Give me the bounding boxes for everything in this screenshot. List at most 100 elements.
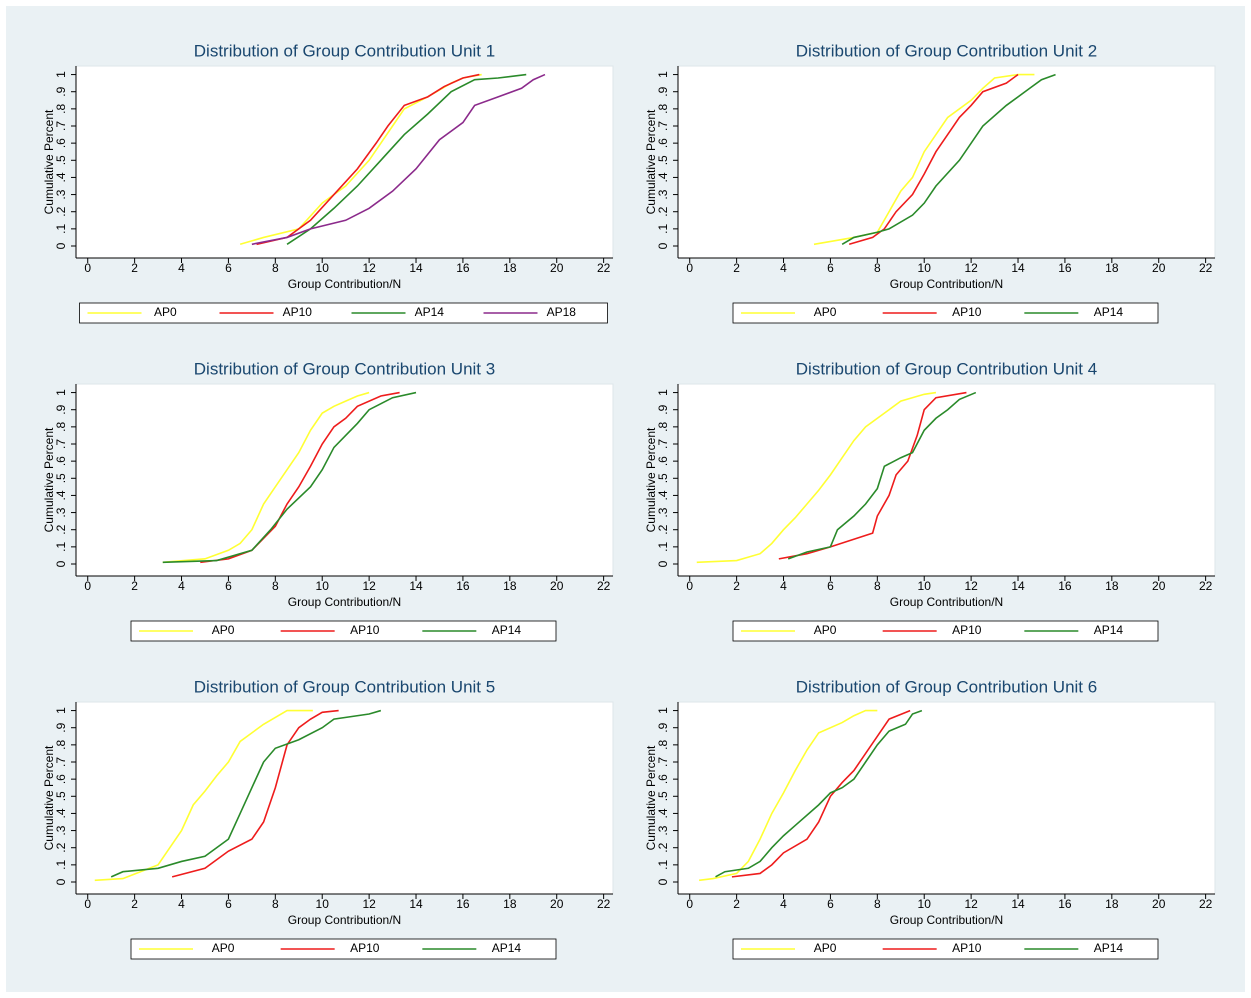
x-tick-label: 22 — [597, 579, 611, 593]
y-tick-label: .6 — [656, 456, 670, 466]
y-tick-label: .5 — [656, 473, 670, 483]
x-tick-label: 12 — [362, 261, 376, 275]
panel: Distribution of Group Contribution Unit … — [42, 359, 614, 642]
x-tick-label: 4 — [780, 897, 787, 911]
y-tick-label: 1 — [656, 71, 670, 78]
legend-box — [732, 302, 1159, 324]
y-tick-label: .1 — [54, 860, 68, 870]
y-tick-label: .1 — [656, 860, 670, 870]
cdf-line — [162, 391, 370, 564]
y-tick-label: .7 — [656, 121, 670, 131]
plot-area — [75, 65, 614, 259]
x-tick-label: 6 — [827, 897, 834, 911]
cdf-line — [731, 709, 911, 878]
cdf-line — [171, 709, 339, 878]
x-tick-label: 14 — [409, 261, 423, 275]
y-tick-label: .6 — [54, 138, 68, 148]
plot-area — [677, 383, 1216, 577]
y-tick-label: .4 — [54, 172, 68, 182]
chart-title: Distribution of Group Contribution Unit … — [194, 677, 495, 696]
x-tick-label: 2 — [131, 579, 138, 593]
y-tick-label: .8 — [54, 740, 68, 750]
y-tick-label: .4 — [656, 172, 670, 182]
x-tick-label: 14 — [1011, 261, 1025, 275]
x-tick-label: 2 — [733, 579, 740, 593]
legend-label: AP0 — [814, 941, 837, 955]
legend-label: AP10 — [350, 941, 380, 955]
x-tick-label: 18 — [503, 579, 517, 593]
x-tick-label: 8 — [874, 579, 881, 593]
x-tick-label: 10 — [918, 261, 932, 275]
x-tick-label: 16 — [456, 261, 470, 275]
x-tick-label: 0 — [686, 261, 693, 275]
x-tick-label: 2 — [131, 261, 138, 275]
y-tick-label: .8 — [656, 422, 670, 432]
x-tick-label: 0 — [84, 579, 91, 593]
cdf-line — [699, 709, 878, 882]
panel: Distribution of Group Contribution Unit … — [644, 41, 1216, 324]
legend-box — [732, 938, 1159, 960]
x-tick-label: 0 — [84, 261, 91, 275]
y-tick-label: .3 — [656, 189, 670, 199]
x-tick-label: 2 — [733, 261, 740, 275]
x-tick-label: 22 — [1199, 261, 1213, 275]
y-tick-label: .7 — [54, 121, 68, 131]
legend-box — [732, 620, 1159, 642]
x-tick-label: 4 — [780, 579, 787, 593]
y-tick-label: .2 — [656, 524, 670, 534]
x-tick-label: 10 — [316, 261, 330, 275]
cdf-line — [162, 391, 417, 564]
y-tick-label: .1 — [54, 224, 68, 234]
x-tick-label: 6 — [225, 579, 232, 593]
x-tick-label: 10 — [316, 897, 330, 911]
legend-label: AP14 — [492, 941, 522, 955]
legend-label: AP10 — [952, 941, 982, 955]
x-tick-label: 14 — [409, 897, 423, 911]
y-tick-label: .9 — [54, 404, 68, 414]
cdf-line — [841, 73, 1056, 245]
x-tick-label: 10 — [316, 579, 330, 593]
cdf-line — [110, 709, 382, 878]
y-tick-label: .1 — [656, 542, 670, 552]
y-tick-label: 1 — [54, 707, 68, 714]
y-axis-label: Cumulative Percent — [644, 745, 658, 850]
y-tick-label: .8 — [54, 422, 68, 432]
x-axis-label: Group Contribution/N — [890, 913, 1003, 927]
legend-box — [79, 302, 608, 324]
cdf-line — [286, 73, 527, 245]
y-tick-label: .2 — [54, 842, 68, 852]
legend-label: AP10 — [952, 305, 982, 319]
chart-title: Distribution of Group Contribution Unit … — [194, 359, 495, 378]
x-tick-label: 12 — [964, 579, 978, 593]
plot-area — [75, 701, 614, 895]
y-tick-label: 0 — [656, 242, 670, 249]
x-tick-label: 4 — [178, 261, 185, 275]
legend-label: AP10 — [283, 305, 313, 319]
panel: Distribution of Group Contribution Unit … — [42, 41, 614, 324]
y-tick-label: .7 — [656, 439, 670, 449]
x-tick-label: 8 — [272, 261, 279, 275]
y-tick-label: .8 — [656, 740, 670, 750]
y-axis-label: Cumulative Percent — [42, 427, 56, 532]
y-tick-label: .2 — [54, 524, 68, 534]
legend-box — [130, 938, 557, 960]
x-tick-label: 4 — [178, 579, 185, 593]
x-tick-label: 16 — [1058, 897, 1072, 911]
y-tick-label: 0 — [54, 560, 68, 567]
x-tick-label: 18 — [1105, 261, 1119, 275]
x-tick-label: 18 — [1105, 897, 1119, 911]
y-tick-label: .1 — [54, 542, 68, 552]
x-tick-label: 10 — [918, 579, 932, 593]
x-tick-label: 16 — [456, 897, 470, 911]
y-tick-label: .8 — [656, 104, 670, 114]
y-tick-label: .4 — [54, 808, 68, 818]
legend-box — [130, 620, 557, 642]
y-tick-label: .5 — [656, 155, 670, 165]
x-tick-label: 16 — [1058, 261, 1072, 275]
y-axis-label: Cumulative Percent — [644, 427, 658, 532]
cdf-line — [813, 73, 1035, 246]
cdf-line — [696, 391, 937, 564]
y-tick-label: 1 — [54, 71, 68, 78]
legend-label: AP14 — [415, 305, 445, 319]
